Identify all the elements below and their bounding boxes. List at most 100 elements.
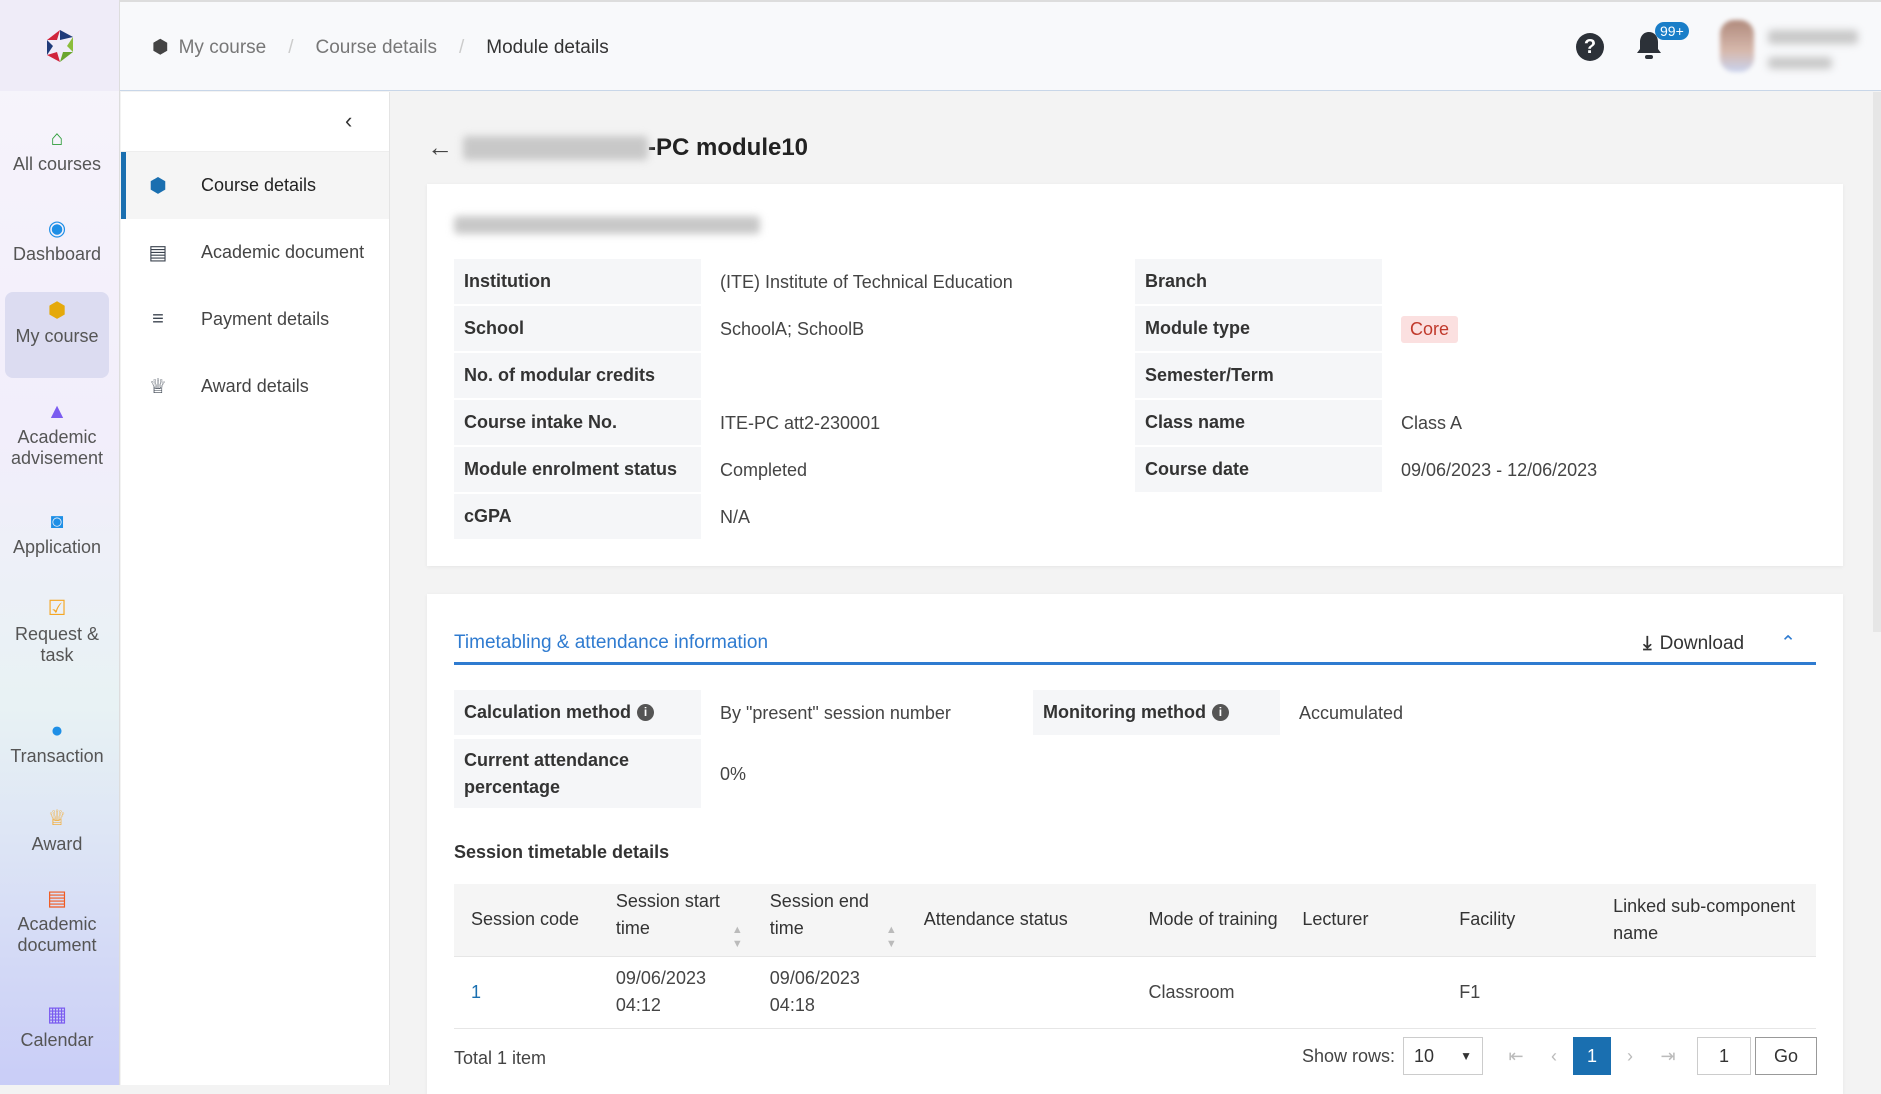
- column-header: Facility: [1442, 884, 1597, 957]
- detail-label: No. of modular credits: [454, 353, 701, 398]
- graduation-cap-icon: ▲: [46, 400, 68, 423]
- coins-icon: ≡: [152, 308, 164, 330]
- last-page-button[interactable]: ⇥: [1660, 1045, 1676, 1066]
- detail-label: Course intake No.: [454, 400, 701, 445]
- table-cell: F1: [1442, 956, 1597, 1029]
- subnav-item-course-details[interactable]: ⬢ Course details: [121, 152, 389, 219]
- module-type-badge: Core: [1401, 316, 1459, 343]
- course-subnav: ‹ ⬢ Course details ▤ Academic document ≡ Paym…: [121, 92, 390, 1085]
- detail-value: (ITE) Institute of Technical Education: [720, 272, 1013, 292]
- home-icon: ⌂: [50, 127, 64, 150]
- trophy-icon: ♕: [47, 807, 67, 830]
- go-button[interactable]: Go: [1755, 1037, 1817, 1075]
- box-icon: ⬢: [47, 299, 67, 322]
- collapse-chevron-icon[interactable]: ‹: [345, 108, 353, 133]
- detail-row: Branch: [1135, 259, 1816, 306]
- subnav-item-payment-details[interactable]: ≡ Payment details: [121, 286, 389, 353]
- detail-row: Semester/Term: [1135, 353, 1816, 400]
- detail-row: Course date 09/06/2023 - 12/06/2023: [1135, 447, 1816, 494]
- rail-item-academic-advisement[interactable]: ▲ Academic advisement: [10, 400, 104, 469]
- table-row: 1 09/06/2023 04:12 09/06/2023 04:18 Classro…: [454, 956, 1816, 1029]
- detail-label: Class name: [1135, 400, 1382, 445]
- app-logo[interactable]: [0, 0, 119, 91]
- attendance-pct-label: Current attendance percentage: [454, 739, 701, 808]
- page-1-button[interactable]: 1: [1573, 1037, 1611, 1075]
- column-header: Attendance status: [906, 884, 1132, 957]
- reader-icon: ◙: [50, 510, 64, 533]
- subnav-item-academic-document[interactable]: ▤ Academic document: [121, 219, 389, 286]
- rail-item-academic-document[interactable]: ▤ Academic document: [17, 887, 97, 956]
- table-cell: Classroom: [1131, 956, 1286, 1029]
- attendance-pct-value: 0%: [720, 764, 747, 784]
- detail-label: School: [454, 306, 701, 351]
- logo-icon: [46, 29, 73, 62]
- back-arrow-icon[interactable]: ←: [427, 132, 453, 162]
- column-header: Session code: [454, 884, 599, 957]
- column-header[interactable]: Session start time ▲ ▼: [598, 884, 753, 957]
- rows-per-page-select[interactable]: 10 ▼: [1403, 1037, 1483, 1075]
- detail-row: cGPA N/A: [454, 494, 1135, 541]
- detail-row: No. of modular credits: [454, 353, 1135, 400]
- rail-item-request-task[interactable]: ☑ Request & task: [14, 597, 100, 666]
- breadcrumb-course-details[interactable]: Course details: [315, 36, 437, 58]
- monitoring-method-value: Accumulated: [1299, 703, 1404, 723]
- rail-item-award[interactable]: ♕ Award: [31, 807, 83, 855]
- main-content: ← -PC module10 Institution (ITE) Institut…: [390, 92, 1881, 1094]
- notifications-button[interactable]: 99+: [1635, 22, 1689, 67]
- help-icon[interactable]: ?: [1576, 33, 1604, 61]
- detail-value: [1382, 353, 1714, 400]
- rail-item-transaction[interactable]: ● Transaction: [10, 719, 104, 767]
- pagination: Show rows: 10 ▼ ⇤ ‹ 1 › ⇥ 1 Go: [1302, 1037, 1817, 1075]
- info-icon[interactable]: i: [1211, 704, 1229, 721]
- detail-value: Core: [1382, 306, 1714, 353]
- column-header: Lecturer: [1285, 884, 1443, 957]
- calc-method-label: Calculation method i: [454, 690, 701, 735]
- calendar-check-icon: ☑: [47, 597, 67, 620]
- detail-row: Module type Core: [1135, 306, 1816, 353]
- prev-page-button[interactable]: ‹: [1551, 1045, 1557, 1066]
- table-cell[interactable]: 1: [454, 956, 599, 1029]
- rail-item-dashboard[interactable]: ◉ Dashboard: [12, 217, 102, 265]
- rail-item-application[interactable]: ◙ Application: [12, 510, 102, 558]
- breadcrumb-my-course[interactable]: My course: [178, 36, 267, 58]
- detail-value: N/A: [720, 507, 751, 527]
- column-header[interactable]: Session end time ▲ ▼: [752, 884, 907, 957]
- detail-label: Branch: [1135, 259, 1382, 304]
- collapse-up-icon[interactable]: ⌃: [1780, 633, 1796, 654]
- scrollbar[interactable]: [1873, 92, 1881, 632]
- download-icon: ⤓: [1643, 632, 1652, 654]
- rail-item-calendar[interactable]: ▦ Calendar: [20, 1003, 94, 1051]
- session-table: Session code Session start time ▲ ▼ Session …: [454, 884, 1816, 1029]
- compass-icon: ◉: [47, 217, 67, 240]
- pdf-icon: ▤: [47, 887, 67, 910]
- next-page-button[interactable]: ›: [1627, 1045, 1633, 1066]
- detail-row: School SchoolA; SchoolB: [454, 306, 1135, 353]
- detail-label: cGPA: [454, 494, 701, 539]
- detail-row: Course intake No. ITE-PC att2-230001: [454, 400, 1135, 447]
- subnav-item-award-details[interactable]: ♕ Award details: [121, 353, 389, 420]
- detail-value: [1382, 259, 1714, 306]
- first-page-button[interactable]: ⇤: [1508, 1045, 1524, 1066]
- money-chat-icon: ●: [50, 719, 64, 742]
- rail-item-my-course[interactable]: ⬢ My course: [5, 292, 109, 378]
- info-icon[interactable]: i: [637, 704, 655, 721]
- detail-row: Class name Class A: [1135, 400, 1816, 447]
- user-name[interactable]: [1768, 28, 1858, 74]
- goto-page-input[interactable]: 1: [1697, 1037, 1751, 1075]
- trophy-icon: ♕: [149, 376, 167, 398]
- attendance-section-header[interactable]: Timetabling & attendance information ⤓ Do…: [454, 632, 1816, 665]
- column-header: Linked sub-component name: [1596, 884, 1816, 957]
- detail-label: Module type: [1135, 306, 1382, 351]
- download-button[interactable]: ⤓ Download: [1643, 632, 1745, 654]
- table-cell: [1285, 956, 1443, 1029]
- breadcrumb: ⬢ My course / Course details / Module de…: [152, 36, 609, 59]
- table-title: Session timetable details: [454, 842, 670, 862]
- rail-item-all-courses[interactable]: ⌂ All courses: [12, 127, 102, 175]
- detail-value: SchoolA; SchoolB: [720, 319, 865, 339]
- detail-label: Course date: [1135, 447, 1382, 492]
- notification-badge: 99+: [1655, 22, 1689, 40]
- detail-label: Semester/Term: [1135, 353, 1382, 398]
- user-avatar[interactable]: [1720, 20, 1754, 72]
- pdf-icon: ▤: [148, 242, 168, 264]
- detail-value: Class A: [1401, 413, 1463, 433]
